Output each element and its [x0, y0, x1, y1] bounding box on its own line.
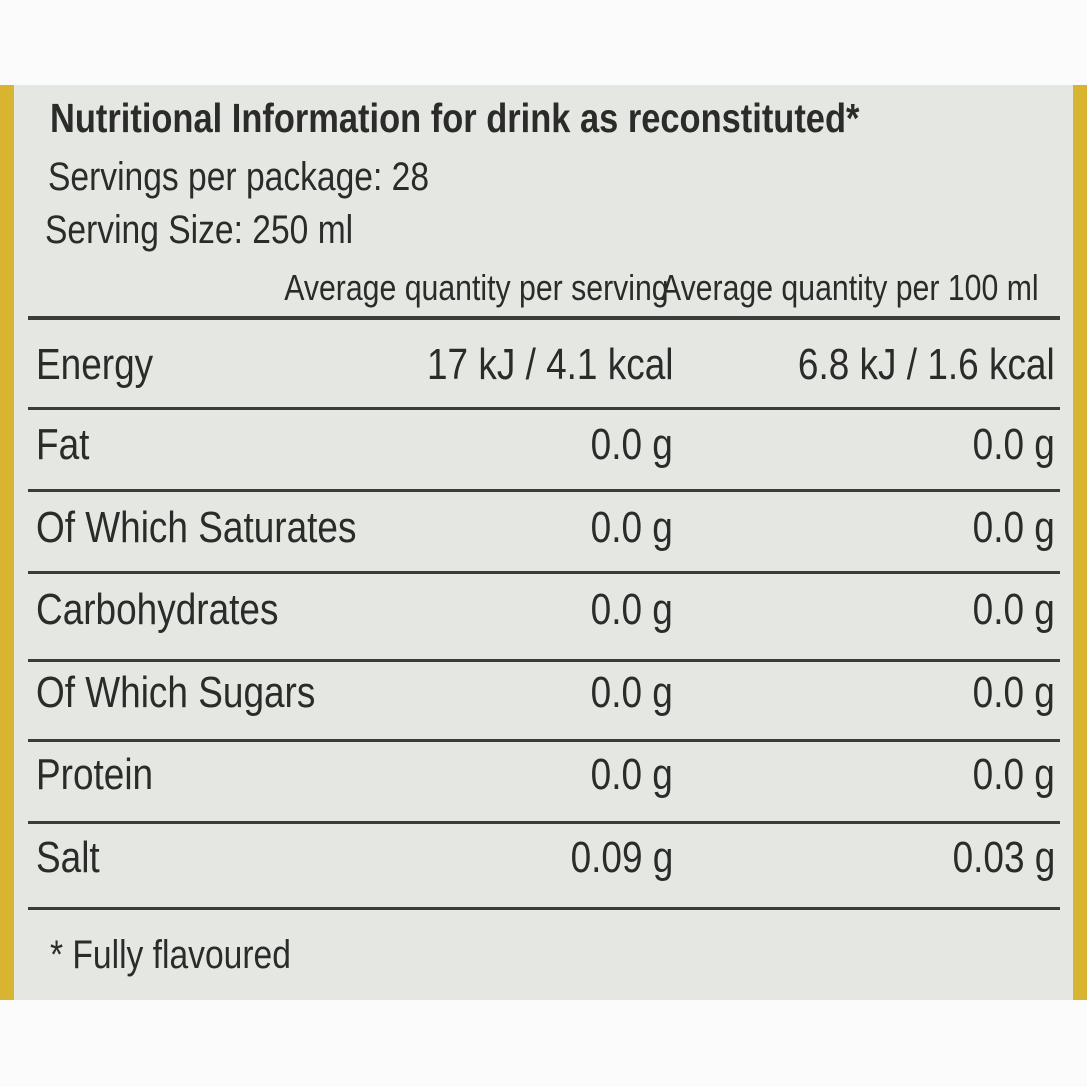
per-serving: 0.0 g — [590, 585, 673, 634]
row-label: Salt — [36, 833, 100, 882]
row-rule — [28, 739, 1060, 742]
yellow-edge — [1073, 85, 1087, 1000]
row-label: Carbohydrates — [36, 585, 279, 634]
label-background — [0, 85, 1087, 1000]
column-header: Average quantity per serving — [284, 267, 669, 308]
serving-size: Serving Size: 250 ml — [45, 208, 354, 252]
per-serving: 0.0 g — [590, 503, 673, 552]
row-rule — [28, 659, 1060, 662]
per-100ml: 0.03 g — [952, 833, 1055, 882]
row-label: Protein — [36, 750, 154, 799]
per-serving: 17 kJ / 4.1 kcal — [426, 340, 673, 389]
per-serving: 0.0 g — [590, 750, 673, 799]
per-100ml: 0.0 g — [972, 420, 1055, 469]
header-rule — [28, 316, 1060, 320]
row-rule — [28, 489, 1060, 492]
row-label: Fat — [36, 420, 90, 469]
row-label: Of Which Sugars — [36, 668, 316, 717]
column-header: Average quantity per 100 ml — [661, 267, 1039, 308]
row-rule — [28, 571, 1060, 574]
servings: Servings per package: 28 — [48, 155, 430, 199]
per-100ml: 6.8 kJ / 1.6 kcal — [798, 340, 1055, 389]
row-label: Of Which Saturates — [36, 503, 357, 552]
per-100ml: 0.0 g — [972, 750, 1055, 799]
per-100ml: 0.0 g — [972, 668, 1055, 717]
per-100ml: 0.0 g — [972, 503, 1055, 552]
yellow-edge — [0, 85, 14, 1000]
row-rule — [28, 907, 1060, 910]
row-rule — [28, 821, 1060, 824]
per-serving: 0.0 g — [590, 668, 673, 717]
row-rule — [28, 407, 1060, 410]
per-100ml: 0.0 g — [972, 585, 1055, 634]
per-serving: 0.09 g — [570, 833, 673, 882]
row-label: Energy — [36, 340, 154, 389]
footnote: * Fully flavoured — [50, 933, 291, 977]
per-serving: 0.0 g — [590, 420, 673, 469]
title: Nutritional Information for drink as rec… — [50, 95, 860, 141]
